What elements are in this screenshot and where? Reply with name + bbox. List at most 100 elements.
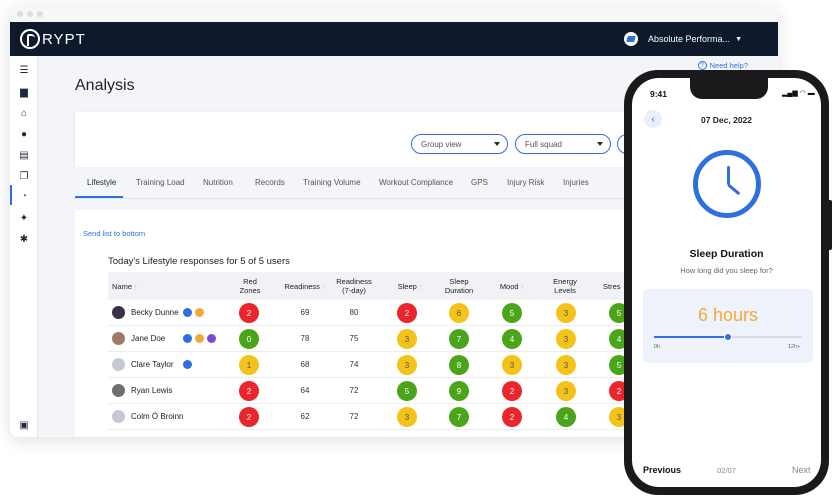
phone-screen — [632, 78, 821, 487]
next-button[interactable]: Next — [792, 465, 811, 475]
tab-nutrition[interactable]: Nutrition — [203, 178, 233, 187]
avatar — [112, 332, 125, 345]
logo-icon — [20, 29, 40, 49]
page-title: Analysis — [75, 77, 135, 94]
energy-badge: 3 — [556, 381, 576, 401]
chevron-left-icon: ‹ — [651, 113, 655, 125]
energy-badge: 4 — [556, 407, 576, 427]
col-red-zones[interactable]: Red Zones — [235, 277, 265, 295]
group-view-value: Group view — [421, 140, 462, 149]
chevron-down-icon: ▼ — [735, 35, 742, 43]
org-icon — [624, 32, 639, 46]
slider-handle[interactable] — [724, 333, 732, 341]
readiness-value: 64 — [300, 386, 310, 395]
readiness-7day-value: 75 — [349, 334, 359, 343]
col-stress[interactable]: Stres — [603, 282, 633, 291]
settings-icon[interactable]: ✱ — [19, 233, 29, 245]
tab-injuries[interactable]: Injuries — [563, 178, 589, 187]
device-badge-icon — [183, 360, 192, 369]
red-zones-badge: 2 — [239, 407, 259, 427]
home-icon[interactable]: ⌂ — [20, 107, 28, 119]
users-icon[interactable]: ● — [20, 128, 28, 140]
sleep-duration-badge: 7 — [449, 407, 469, 427]
analysis-icon[interactable]: ◔ — [20, 190, 28, 202]
col-energy-levels[interactable]: Energy Levels — [548, 277, 582, 295]
window-chrome — [10, 5, 778, 22]
table-row[interactable]: Ryan Lewis 2 64 72 5 9 2 3 2 — [108, 378, 748, 404]
avatar — [112, 384, 125, 397]
gift-icon[interactable]: ▣ — [19, 419, 29, 431]
red-zones-badge: 0 — [239, 329, 259, 349]
org-name: Absolute Performa... — [648, 34, 731, 44]
athlete-name: Ryan Lewis — [131, 386, 173, 395]
col-mood[interactable]: Mood ↑ — [495, 282, 529, 292]
mood-badge: 2 — [502, 381, 522, 401]
tab-workout-compliance[interactable]: Workout Compliance — [379, 178, 454, 187]
window-dot — [37, 11, 43, 17]
table-row[interactable]: Becky Dunne 2 69 80 2 6 5 3 5 — [108, 300, 748, 326]
need-help-link[interactable]: ? Need help? — [697, 61, 748, 70]
readiness-7day-value: 72 — [349, 412, 359, 421]
sparkle-icon[interactable]: ✦ — [19, 212, 29, 224]
chevron-down-icon — [494, 142, 500, 146]
tab-records[interactable]: Records — [255, 178, 285, 187]
table-row[interactable]: Clare Taylor 1 68 74 3 8 3 3 5 — [108, 352, 748, 378]
question-subtitle: How long did you sleep for? — [680, 266, 773, 275]
survey-date: 07 Dec, 2022 — [700, 115, 753, 125]
athlete-name: Colm Ó Broinn — [131, 412, 184, 421]
col-readiness[interactable]: Readiness ↑ — [280, 282, 330, 292]
sleep-duration-badge: 8 — [449, 355, 469, 375]
sidebar: ☰ ▆ ⌂ ● ▤ ❐ ◔ ✦ ✱ ▣ — [10, 56, 38, 437]
col-sleep[interactable]: Sleep ↑ — [393, 282, 427, 292]
col-label: Name — [112, 282, 133, 291]
answer-value: 6 hours — [697, 305, 759, 325]
server-icon[interactable]: ▤ — [19, 149, 29, 161]
avatar — [112, 410, 125, 423]
energy-badge: 3 — [556, 303, 576, 323]
org-switcher[interactable]: Absolute Performa... ▼ — [624, 32, 742, 46]
sort-icon: ↑ — [134, 284, 138, 291]
red-zones-badge: 1 — [239, 355, 259, 375]
menu-icon[interactable]: ☰ — [19, 64, 29, 76]
readiness-value: 69 — [300, 308, 310, 317]
device-badge-icon — [195, 308, 204, 317]
top-navbar: RYPT Absolute Performa... ▼ — [10, 22, 778, 56]
chevron-down-icon — [597, 142, 603, 146]
col-name[interactable]: Name ↑ — [112, 282, 138, 292]
tab-injury-risk[interactable]: Injury Risk — [507, 178, 545, 187]
page-indicator: 02/07 — [717, 466, 736, 475]
slider-min-label: 0h — [654, 344, 661, 350]
sort-icon: ↑ — [418, 284, 423, 291]
col-label: Readiness (7-day) — [336, 277, 372, 295]
tab-gps[interactable]: GPS — [471, 178, 488, 187]
sleep-duration-badge: 6 — [449, 303, 469, 323]
mood-badge: 5 — [502, 303, 522, 323]
previous-button[interactable]: Previous — [643, 465, 682, 475]
squad-select[interactable]: Full squad — [515, 134, 611, 154]
tab-lifestyle[interactable]: Lifestyle — [87, 178, 117, 187]
window-dot — [17, 11, 23, 17]
answer-card — [643, 289, 813, 363]
logo-text: RYPT — [42, 30, 86, 48]
col-sleep-duration[interactable]: Sleep Duration — [440, 277, 478, 295]
sleep-duration-badge: 9 — [449, 381, 469, 401]
tab-training-volume[interactable]: Training Volume — [303, 178, 361, 187]
back-button[interactable]: ‹ — [644, 110, 662, 128]
calendar-icon[interactable]: ▆ — [20, 86, 28, 98]
col-label: Red Zones — [239, 277, 261, 295]
col-label: Sleep Duration — [444, 277, 474, 295]
app-logo[interactable]: RYPT — [20, 29, 86, 49]
readiness-7day-value: 80 — [349, 308, 359, 317]
slider-fill — [654, 336, 728, 338]
group-view-select[interactable]: Group view — [411, 134, 508, 154]
programs-icon[interactable]: ❐ — [19, 170, 29, 182]
clock-icon — [693, 150, 761, 218]
slider-max-label: 12h+ — [788, 344, 801, 350]
readiness-value: 78 — [300, 334, 310, 343]
tab-training-load[interactable]: Training Load — [136, 178, 185, 187]
phone-notch — [690, 78, 768, 99]
sleep-badge: 5 — [397, 381, 417, 401]
send-list-link[interactable]: Send list to bottom — [83, 229, 146, 238]
energy-badge: 3 — [556, 355, 576, 375]
col-readiness-7day[interactable]: Readiness (7-day) — [332, 277, 376, 295]
